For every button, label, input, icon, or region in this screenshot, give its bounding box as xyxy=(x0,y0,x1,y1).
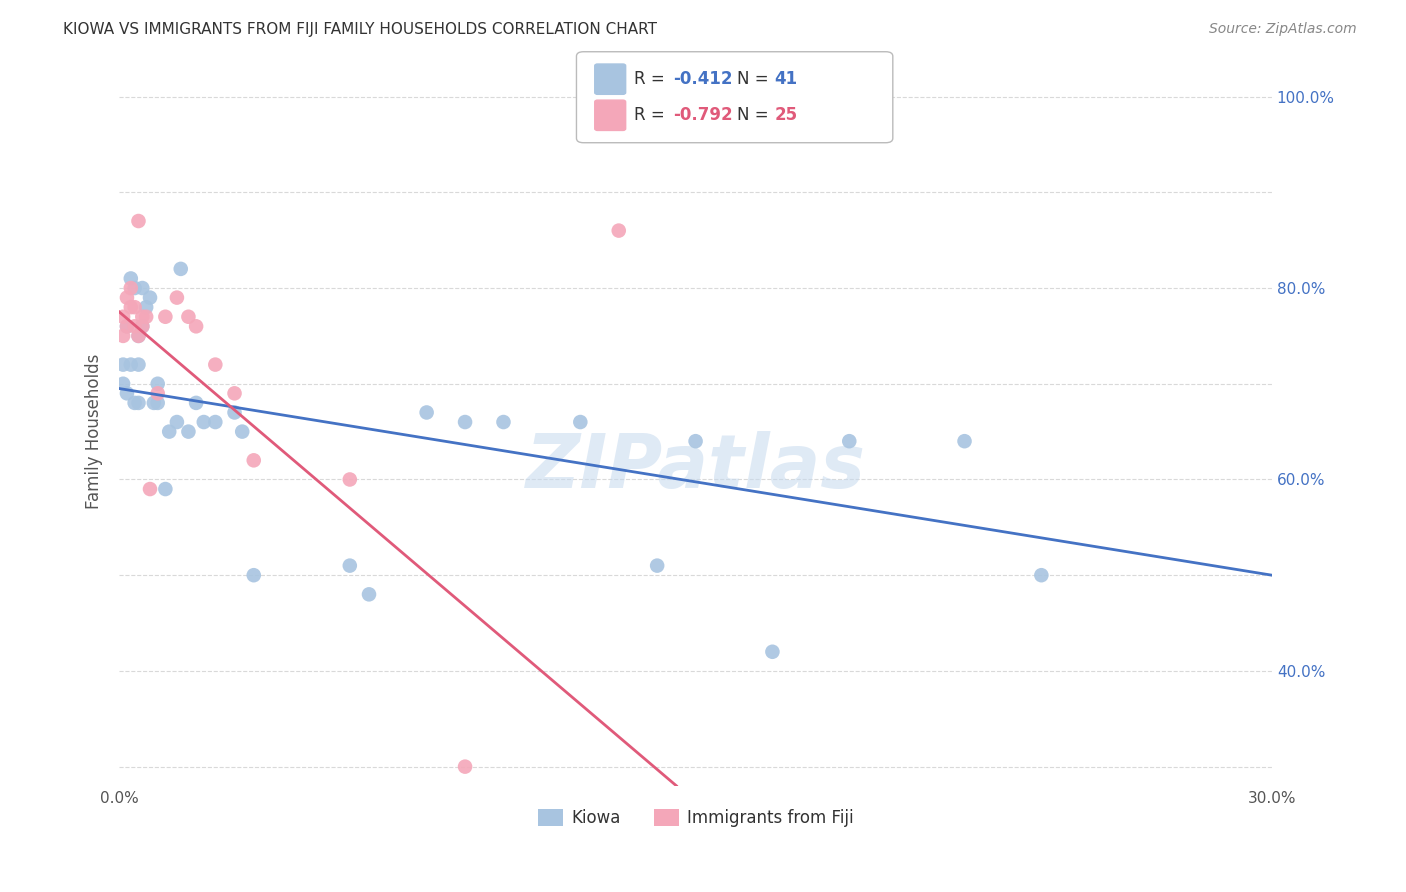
Point xyxy=(127,329,149,343)
Text: N =: N = xyxy=(737,70,773,88)
Point xyxy=(645,558,668,573)
Point xyxy=(124,319,146,334)
Point xyxy=(157,425,180,439)
Point xyxy=(231,425,253,439)
Point xyxy=(112,310,135,324)
Point xyxy=(112,329,135,343)
Point xyxy=(155,482,177,496)
Point xyxy=(339,558,361,573)
Point xyxy=(357,587,380,601)
Point xyxy=(120,281,142,295)
Point xyxy=(838,434,860,449)
Text: KIOWA VS IMMIGRANTS FROM FIJI FAMILY HOUSEHOLDS CORRELATION CHART: KIOWA VS IMMIGRANTS FROM FIJI FAMILY HOU… xyxy=(63,22,657,37)
Point xyxy=(170,261,193,276)
Point xyxy=(127,329,149,343)
Point xyxy=(224,405,246,419)
Point xyxy=(146,376,169,391)
Text: R =: R = xyxy=(634,106,671,124)
Point xyxy=(120,300,142,314)
Point xyxy=(139,482,162,496)
Point xyxy=(242,568,264,582)
Point xyxy=(569,415,592,429)
Point xyxy=(135,310,157,324)
Point xyxy=(127,396,149,410)
Point xyxy=(112,376,135,391)
Legend: Kiowa, Immigrants from Fiji: Kiowa, Immigrants from Fiji xyxy=(531,803,860,834)
Point xyxy=(146,386,169,401)
Text: ZIPatlas: ZIPatlas xyxy=(526,431,866,503)
Point xyxy=(224,386,246,401)
Point xyxy=(131,319,153,334)
Point xyxy=(155,310,177,324)
Point xyxy=(761,645,783,659)
Text: -0.412: -0.412 xyxy=(673,70,733,88)
Text: N =: N = xyxy=(737,106,773,124)
Point xyxy=(184,319,207,334)
Point xyxy=(177,310,200,324)
Point xyxy=(115,386,138,401)
Point xyxy=(492,415,515,429)
Point xyxy=(166,291,188,305)
Point xyxy=(193,415,215,429)
Point xyxy=(124,300,146,314)
Point xyxy=(115,291,138,305)
Point xyxy=(242,453,264,467)
Point xyxy=(115,319,138,334)
Point xyxy=(166,415,188,429)
Point xyxy=(454,759,477,773)
Point xyxy=(127,358,149,372)
Point xyxy=(204,358,226,372)
Text: 25: 25 xyxy=(775,106,797,124)
Text: 41: 41 xyxy=(775,70,797,88)
Point xyxy=(953,434,976,449)
Y-axis label: Family Households: Family Households xyxy=(86,354,103,509)
Point xyxy=(120,271,142,285)
Point xyxy=(127,214,149,228)
Point xyxy=(204,415,226,429)
Text: R =: R = xyxy=(634,70,671,88)
Point xyxy=(131,310,153,324)
Text: Source: ZipAtlas.com: Source: ZipAtlas.com xyxy=(1209,22,1357,37)
Point xyxy=(339,473,361,487)
Point xyxy=(415,405,437,419)
Point xyxy=(142,396,165,410)
Point xyxy=(454,415,477,429)
Point xyxy=(607,224,630,238)
Point xyxy=(135,300,157,314)
Point xyxy=(120,358,142,372)
Point xyxy=(131,281,153,295)
Point xyxy=(685,434,707,449)
Text: -0.792: -0.792 xyxy=(673,106,733,124)
Point xyxy=(177,425,200,439)
Point xyxy=(115,319,138,334)
Point xyxy=(139,291,162,305)
Point xyxy=(124,281,146,295)
Point xyxy=(146,396,169,410)
Point xyxy=(131,319,153,334)
Point xyxy=(1031,568,1053,582)
Point xyxy=(112,358,135,372)
Point xyxy=(124,396,146,410)
Point xyxy=(184,396,207,410)
